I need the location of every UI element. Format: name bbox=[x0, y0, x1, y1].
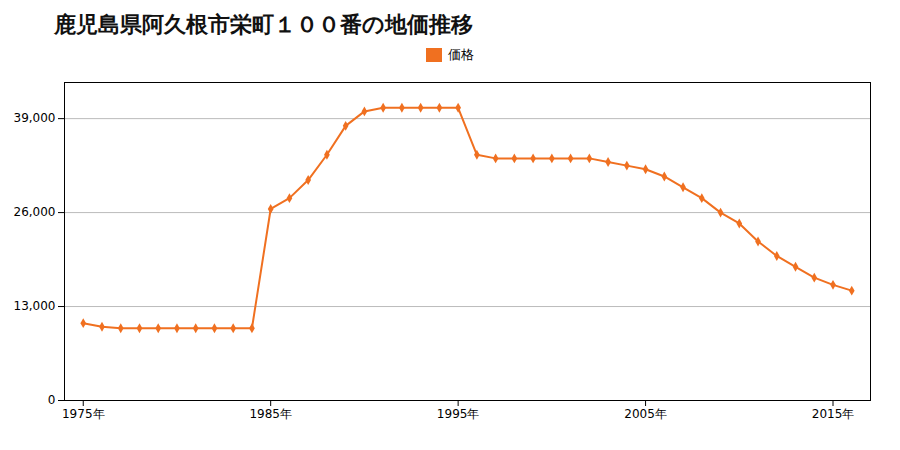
html-text:鹿児島県阿久根市栄町１００番の地価推移: 鹿児島県阿久根市栄町１００番の地価推移 bbox=[54, 12, 473, 37]
svg-text:2005年: 2005年 bbox=[624, 407, 667, 421]
svg-text:2015年: 2015年 bbox=[812, 407, 855, 421]
svg-text:0: 0 bbox=[48, 393, 56, 407]
svg-text:1985年: 1985年 bbox=[249, 407, 292, 421]
html-text:価格: 価格 bbox=[448, 47, 474, 62]
svg-text:1995年: 1995年 bbox=[437, 407, 480, 421]
svg-text:39,000: 39,000 bbox=[14, 111, 56, 125]
svg-text:1975年: 1975年 bbox=[62, 407, 105, 421]
svg-text:13,000: 13,000 bbox=[14, 299, 56, 313]
svg-text:26,000: 26,000 bbox=[14, 205, 56, 219]
